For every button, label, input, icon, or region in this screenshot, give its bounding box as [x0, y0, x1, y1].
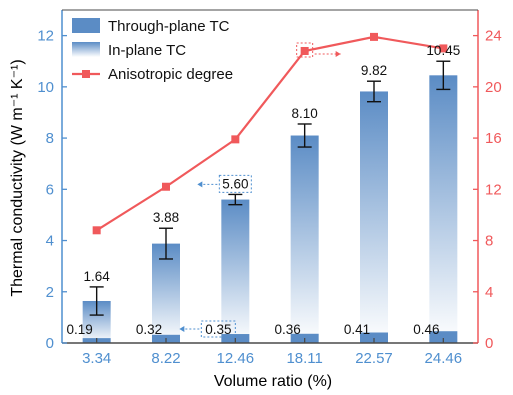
- left-tick-label: 8: [46, 130, 54, 147]
- highlight-arrow-through-head: [179, 326, 185, 332]
- left-tick-label: 4: [46, 233, 54, 250]
- inplane-value-label: 9.82: [361, 63, 387, 78]
- through-value-label: 0.32: [136, 322, 162, 337]
- bars-layer: [82, 60, 458, 344]
- x-tick-label: 12.46: [217, 350, 255, 367]
- right-tick-label: 8: [485, 233, 493, 250]
- highlight-box-inplane: [218, 174, 252, 193]
- inplane-bar-1: [152, 243, 180, 343]
- inplane-bar-5: [429, 75, 458, 344]
- inplane-value-label: 1.64: [84, 269, 111, 284]
- x-tick-label: 18.11: [286, 350, 322, 367]
- highlight-box-through: [200, 320, 236, 338]
- right-tick-label: 12: [485, 181, 502, 198]
- legend-swatch-inplane: [72, 42, 100, 57]
- x-tick-label: 8.22: [151, 350, 180, 367]
- inplane-bar-3: [290, 135, 319, 343]
- legend-marker-anisotropic: [82, 70, 90, 78]
- left-tick-label: 0: [46, 335, 54, 352]
- anisotropic-line: [96, 35, 444, 232]
- highlight-arrow-inplane-head: [197, 181, 203, 188]
- legend-label-through: Through-plane TC: [108, 18, 230, 35]
- legend-swatch-through: [72, 18, 100, 33]
- right-tick-label: 20: [485, 79, 502, 96]
- anisotropic-point-0: [92, 226, 101, 235]
- x-axis-title: Volume ratio (%): [214, 373, 332, 390]
- through-value-label: 0.46: [413, 322, 439, 337]
- through-bar-5: [429, 331, 458, 343]
- inplane-bar-2: [221, 199, 250, 343]
- through-value-label: 0.19: [67, 322, 93, 337]
- anisotropic-point-4: [370, 32, 378, 41]
- left-tick-label: 2: [46, 284, 54, 301]
- inplane-value-label: 8.10: [292, 106, 318, 121]
- left-tick-label: 12: [37, 28, 54, 45]
- inplane-value-label: 5.60: [222, 176, 248, 191]
- anisotropic-point-3: [300, 46, 309, 55]
- highlight-box-anisotropic: [296, 42, 314, 58]
- legend-label-anisotropic: Anisotropic degree: [108, 66, 233, 83]
- x-tick-label: 3.34: [82, 350, 111, 367]
- through-value-label: 0.41: [344, 322, 370, 337]
- through-value-label: 0.35: [205, 322, 231, 337]
- through-value-label: 0.36: [275, 322, 301, 337]
- through-bar-4: [360, 332, 388, 343]
- line-layer: [92, 32, 448, 235]
- right-tick-label: 4: [485, 284, 493, 301]
- x-tick-label: 24.46: [425, 350, 463, 367]
- left-tick-label: 6: [46, 181, 54, 198]
- right-tick-label: 16: [485, 130, 502, 147]
- anisotropic-point-1: [162, 182, 170, 191]
- y-axis-title: Thermal conductivity (W m⁻¹ K⁻¹): [9, 59, 26, 296]
- highlight-arrow-anisotropic-head: [335, 50, 341, 57]
- x-tick-label: 22.57: [355, 350, 393, 367]
- anisotropic-point-2: [231, 135, 240, 144]
- inplane-value-label: 3.88: [153, 210, 179, 225]
- left-tick-label: 10: [37, 79, 54, 96]
- inplane-value-label: 10.45: [426, 43, 460, 58]
- anisotropic-point-5: [439, 44, 448, 53]
- labels-layer: 0.19 0.32 0.35 0.36 0.41 0.46 1.64 3.88 5.60 8.10…: [67, 42, 460, 338]
- right-tick-label: 24: [485, 28, 502, 45]
- legend-layer: Through-plane TC In-plane TC Anisotropic d…: [72, 18, 233, 83]
- inplane-bar-4: [360, 91, 388, 343]
- right-tick-label: 0: [485, 335, 493, 352]
- legend-label-inplane: In-plane TC: [108, 42, 186, 59]
